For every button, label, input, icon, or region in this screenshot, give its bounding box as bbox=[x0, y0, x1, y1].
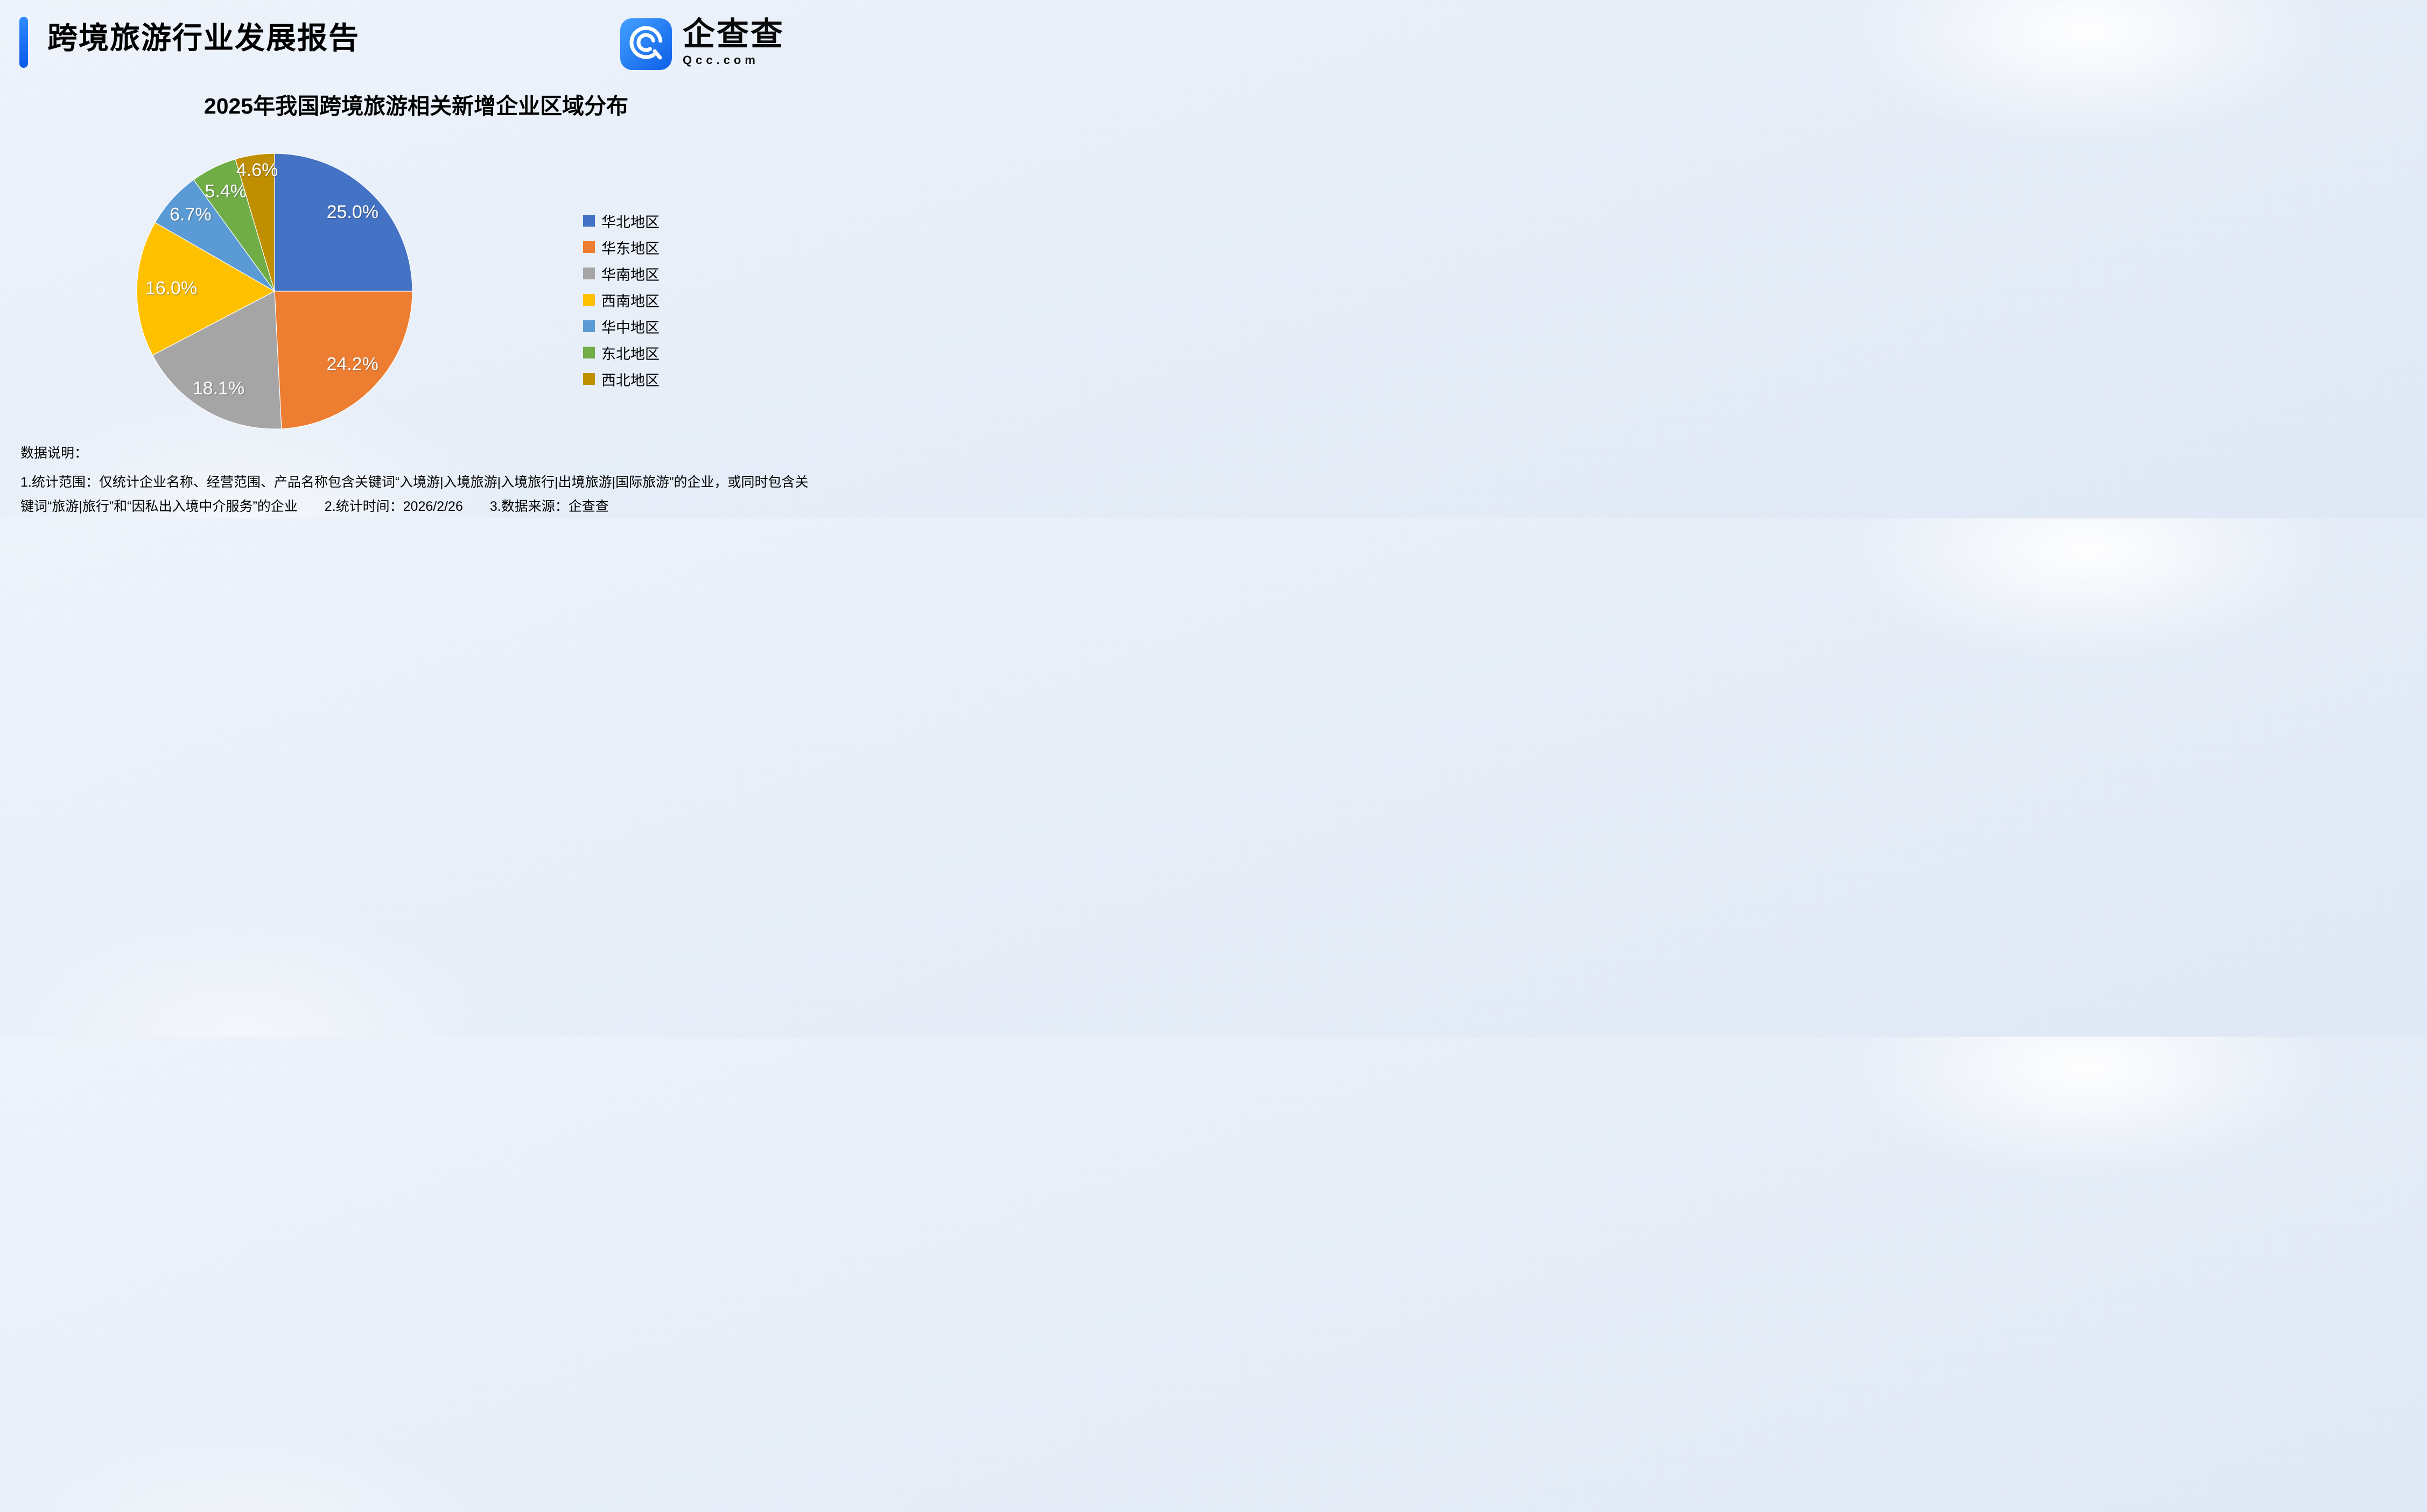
legend-label-1: 华东地区 bbox=[601, 240, 660, 257]
pie-value-label-1: 24.2% bbox=[326, 354, 378, 375]
pie-value-label-6: 4.6% bbox=[236, 160, 278, 180]
brand-name: 企查查 bbox=[683, 16, 784, 52]
pie-slice-1 bbox=[274, 291, 413, 430]
legend-swatch-2 bbox=[583, 268, 595, 279]
legend-item-1: 华东地区 bbox=[583, 240, 660, 257]
pie-value-label-0: 25.0% bbox=[327, 202, 378, 222]
legend-item-4: 华中地区 bbox=[583, 319, 660, 336]
legend-swatch-3 bbox=[583, 294, 595, 306]
pie-chart: 25.0% 24.2% 18.1% 16.0% 6.7% 5.4%4.6% bbox=[136, 153, 413, 430]
legend-item-2: 华南地区 bbox=[583, 266, 660, 283]
brand-logo: 企查查 Qcc.com bbox=[619, 17, 784, 71]
legend-swatch-0 bbox=[583, 215, 595, 227]
pie-slice-3 bbox=[136, 222, 276, 356]
brand-domain: Qcc.com bbox=[683, 53, 759, 67]
pie-slice-4 bbox=[155, 179, 275, 292]
legend-label-3: 西南地区 bbox=[601, 293, 660, 310]
pie-value-label-5: 5.4% bbox=[205, 181, 247, 201]
legend-item-6: 西北地区 bbox=[583, 371, 660, 389]
brand-text: 企查查 Qcc.com bbox=[683, 17, 784, 67]
chart-legend: 华北地区华东地区华南地区西南地区华中地区东北地区西北地区 bbox=[583, 213, 660, 398]
legend-label-6: 西北地区 bbox=[601, 372, 660, 389]
footnotes: 数据说明： 1.统计范围：仅统计企业名称、经营范围、产品名称包含关键词“入境游|… bbox=[20, 442, 813, 518]
qcc-logo-icon bbox=[620, 18, 672, 70]
legend-swatch-5 bbox=[583, 347, 595, 358]
chart-title: 2025年我国跨境旅游相关新增企业区域分布 bbox=[204, 94, 629, 118]
footnote-text: 1.统计范围：仅统计企业名称、经营范围、产品名称包含关键词“入境游|入境旅游|入… bbox=[20, 475, 809, 514]
legend-label-5: 东北地区 bbox=[601, 346, 660, 362]
legend-label-0: 华北地区 bbox=[601, 214, 660, 230]
legend-label-4: 华中地区 bbox=[601, 319, 660, 336]
page-title: 跨境旅游行业发展报告 bbox=[47, 21, 360, 55]
pie-slice-2 bbox=[152, 291, 282, 430]
pie-slice-6 bbox=[235, 153, 275, 292]
footnote-heading: 数据说明： bbox=[20, 446, 88, 461]
legend-item-0: 华北地区 bbox=[583, 213, 660, 230]
legend-swatch-6 bbox=[583, 373, 595, 385]
title-accent-bar bbox=[19, 17, 28, 68]
pie-value-label-4: 6.7% bbox=[170, 205, 212, 225]
pie-value-label-2: 18.1% bbox=[193, 378, 244, 398]
legend-swatch-1 bbox=[583, 241, 595, 253]
legend-label-2: 华南地区 bbox=[601, 266, 660, 283]
pie-slice-0 bbox=[274, 153, 413, 292]
legend-item-3: 西南地区 bbox=[583, 292, 660, 310]
pie-value-label-3: 16.0% bbox=[145, 278, 197, 298]
report-page: 跨境旅游行业发展报告 企查查 Qcc.com 2025年我国跨境旅游相关新增企业… bbox=[0, 0, 832, 518]
legend-item-5: 东北地区 bbox=[583, 345, 660, 362]
legend-swatch-4 bbox=[583, 320, 595, 332]
